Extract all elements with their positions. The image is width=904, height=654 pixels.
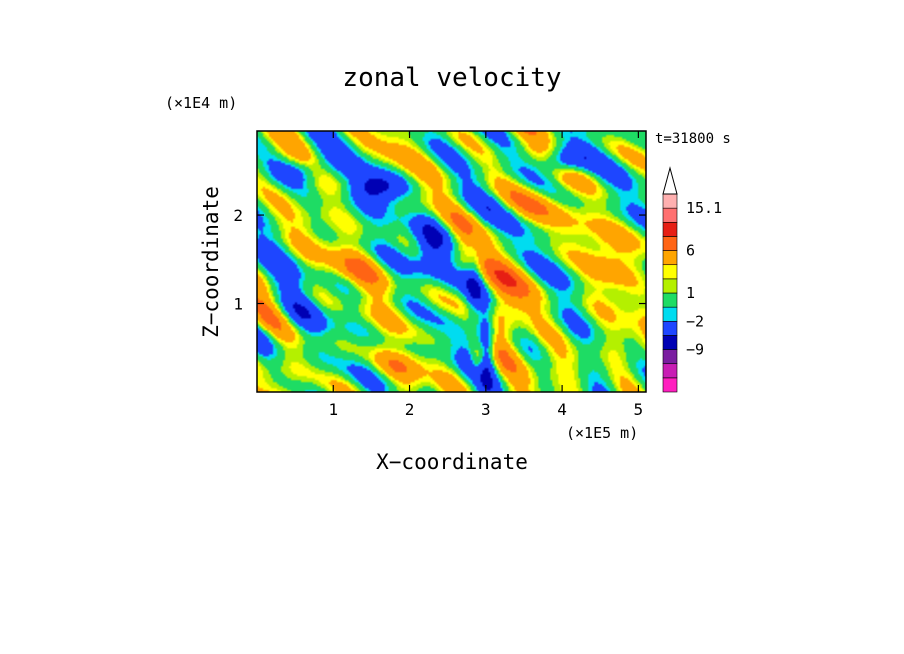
colorbar-segment [662,207,678,223]
colorbar-segment [662,264,678,280]
velocity-field [257,131,646,392]
colorbar-label: 1 [686,284,695,302]
chart-title: zonal velocity [342,63,561,93]
x-tick-label: 2 [405,400,415,419]
colorbar-segment [662,306,678,322]
x-axis-unit: (×1E5 m) [566,424,638,442]
y-tick-label: 2 [233,206,243,225]
colorbar-segment [662,320,678,336]
colorbar-label: 15.1 [686,199,722,217]
plot-frame [256,130,647,393]
time-label: t=31800 s [655,131,731,147]
x-tick-label: 4 [557,400,567,419]
x-axis-ticks: 1 2 3 4 5 [328,131,643,419]
colorbar-label: 6 [686,242,695,260]
colorbar: 15.1 6 1 −2 −9 [662,166,722,393]
colorbar-segment [662,349,678,365]
colorbar-segment [662,278,678,294]
x-tick-label: 5 [634,400,644,419]
colorbar-segment [662,377,678,393]
y-axis-label: Z−coordinate [199,186,223,338]
colorbar-label: −2 [686,312,704,330]
colorbar-segment [662,193,678,209]
colorbar-segment [662,335,678,350]
colorbar-segment [662,363,678,379]
y-axis-unit: (×1E4 m) [165,94,237,112]
colorbar-label: −9 [686,341,704,359]
x-tick-label: 1 [328,400,338,419]
colorbar-segment [662,250,678,266]
x-axis-label: X−coordinate [376,450,528,474]
colorbar-extend-arrow [662,166,678,195]
x-tick-label: 3 [481,400,491,419]
colorbar-segment [662,236,678,251]
y-axis-ticks: 12 [233,206,646,314]
colorbar-segment [662,221,678,237]
velocity-contours [257,131,646,392]
colorbar-segment [662,292,678,308]
y-tick-label: 1 [233,295,243,314]
